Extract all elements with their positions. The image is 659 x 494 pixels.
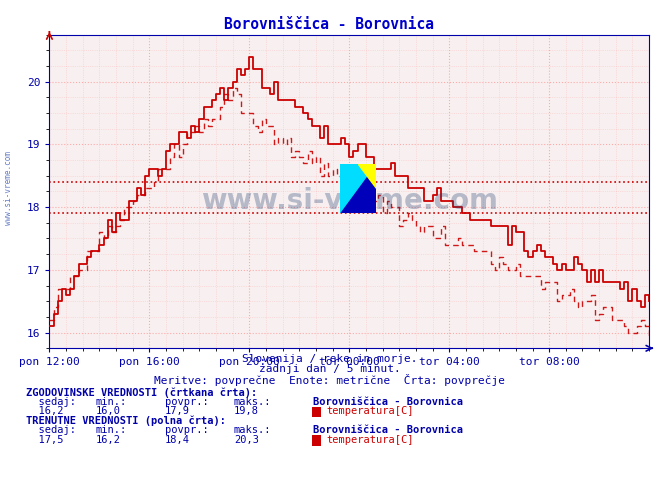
Text: povpr.:: povpr.:: [165, 397, 208, 407]
Text: www.si-vreme.com: www.si-vreme.com: [4, 151, 13, 225]
Text: Borovniščica - Borovnica: Borovniščica - Borovnica: [313, 397, 463, 407]
Text: sedaj:: sedaj:: [26, 425, 76, 435]
Text: 16,2: 16,2: [96, 435, 121, 445]
Text: zadnji dan / 5 minut.: zadnji dan / 5 minut.: [258, 364, 401, 374]
Text: Borovniščica - Borovnica: Borovniščica - Borovnica: [313, 425, 463, 435]
Text: povpr.:: povpr.:: [165, 425, 208, 435]
Text: ZGODOVINSKE VREDNOSTI (črtkana črta):: ZGODOVINSKE VREDNOSTI (črtkana črta):: [26, 388, 258, 398]
Text: temperatura[C]: temperatura[C]: [326, 406, 414, 416]
Text: temperatura[C]: temperatura[C]: [326, 435, 414, 445]
Text: maks.:: maks.:: [234, 397, 272, 407]
Text: 16,2: 16,2: [26, 406, 64, 416]
Text: min.:: min.:: [96, 397, 127, 407]
Text: maks.:: maks.:: [234, 425, 272, 435]
Text: Slovenija / reke in morje.: Slovenija / reke in morje.: [242, 354, 417, 364]
Text: Borovniščica - Borovnica: Borovniščica - Borovnica: [225, 17, 434, 32]
Text: 20,3: 20,3: [234, 435, 259, 445]
Text: min.:: min.:: [96, 425, 127, 435]
Text: www.si-vreme.com: www.si-vreme.com: [201, 187, 498, 215]
Text: 17,5: 17,5: [26, 435, 64, 445]
Text: 19,8: 19,8: [234, 406, 259, 416]
Text: 17,9: 17,9: [165, 406, 190, 416]
Text: 18,4: 18,4: [165, 435, 190, 445]
Text: Meritve: povprečne  Enote: metrične  Črta: povprečje: Meritve: povprečne Enote: metrične Črta:…: [154, 374, 505, 386]
Text: sedaj:: sedaj:: [26, 397, 76, 407]
Text: 16,0: 16,0: [96, 406, 121, 416]
Polygon shape: [358, 164, 376, 188]
Polygon shape: [339, 164, 376, 213]
Text: TRENUTNE VREDNOSTI (polna črta):: TRENUTNE VREDNOSTI (polna črta):: [26, 416, 226, 426]
